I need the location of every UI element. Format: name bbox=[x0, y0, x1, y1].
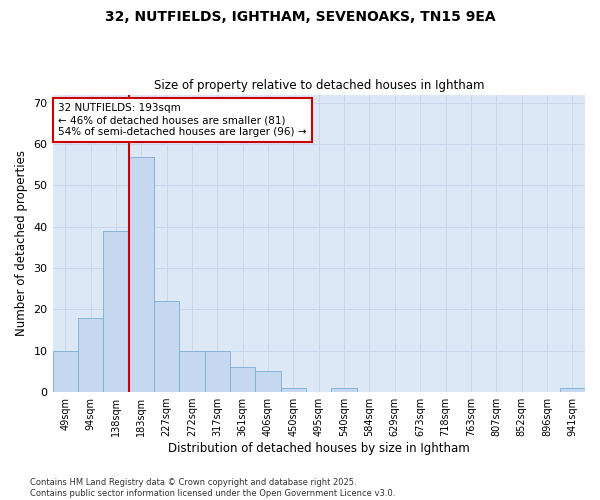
Y-axis label: Number of detached properties: Number of detached properties bbox=[15, 150, 28, 336]
Text: Contains HM Land Registry data © Crown copyright and database right 2025.
Contai: Contains HM Land Registry data © Crown c… bbox=[30, 478, 395, 498]
Text: 32, NUTFIELDS, IGHTHAM, SEVENOAKS, TN15 9EA: 32, NUTFIELDS, IGHTHAM, SEVENOAKS, TN15 … bbox=[104, 10, 496, 24]
X-axis label: Distribution of detached houses by size in Ightham: Distribution of detached houses by size … bbox=[168, 442, 470, 455]
Bar bbox=[256, 372, 281, 392]
Bar bbox=[154, 301, 179, 392]
Bar bbox=[78, 318, 103, 392]
Bar bbox=[205, 351, 230, 392]
Bar bbox=[281, 388, 306, 392]
Bar bbox=[179, 351, 205, 392]
Bar bbox=[560, 388, 585, 392]
Text: 32 NUTFIELDS: 193sqm
← 46% of detached houses are smaller (81)
54% of semi-detac: 32 NUTFIELDS: 193sqm ← 46% of detached h… bbox=[58, 104, 307, 136]
Title: Size of property relative to detached houses in Ightham: Size of property relative to detached ho… bbox=[154, 79, 484, 92]
Bar bbox=[53, 351, 78, 392]
Bar bbox=[103, 231, 128, 392]
Bar bbox=[331, 388, 357, 392]
Bar bbox=[128, 156, 154, 392]
Bar bbox=[230, 368, 256, 392]
